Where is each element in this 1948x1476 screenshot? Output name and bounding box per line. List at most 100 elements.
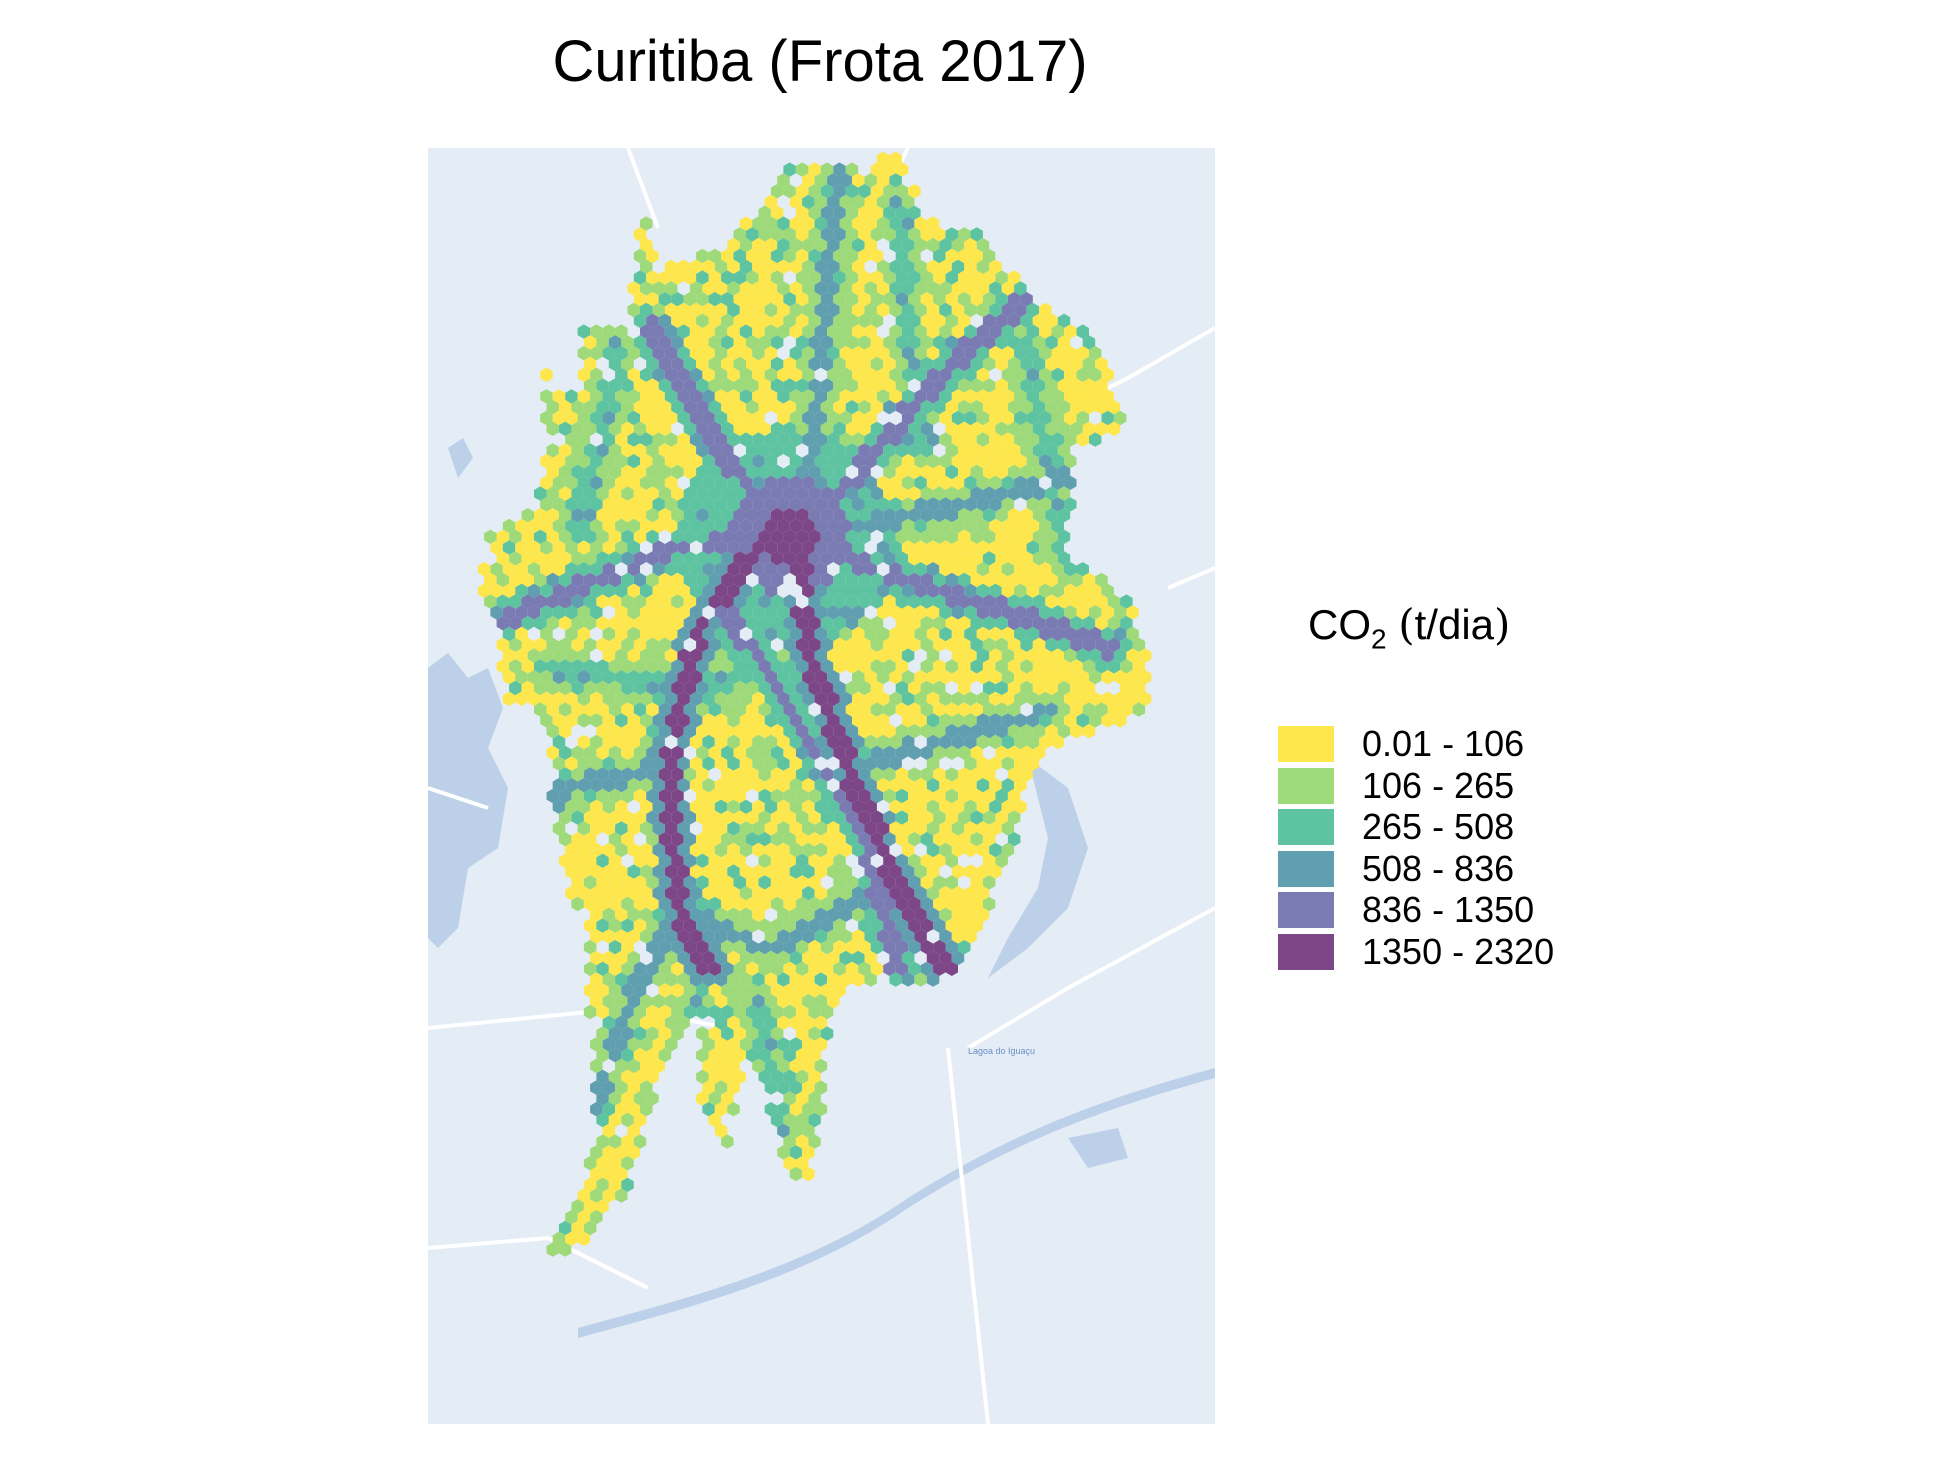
hex-cell	[764, 454, 778, 469]
hex-cell	[746, 594, 759, 609]
hex-cell	[677, 972, 690, 987]
hex-cell	[920, 724, 934, 739]
hex-cell	[758, 292, 771, 307]
hex-cell	[895, 184, 909, 199]
hex-cell	[714, 1015, 728, 1030]
hex-cell	[870, 616, 884, 631]
hex-cell	[802, 691, 815, 706]
hex-cell	[833, 875, 846, 890]
hex-cell	[558, 529, 572, 544]
hex-cell	[833, 637, 846, 652]
hex-cell	[976, 778, 990, 793]
hex-cell	[577, 389, 591, 404]
hex-cell	[621, 702, 634, 717]
hex-cell	[820, 184, 834, 199]
hex-cell	[976, 475, 990, 490]
hex-cell	[995, 356, 1008, 372]
hex-cell	[596, 853, 609, 868]
hex-cell	[1014, 410, 1027, 426]
hex-cell	[852, 648, 865, 663]
hex-cell	[658, 421, 672, 436]
hex-cell	[714, 324, 728, 339]
hex-cell	[515, 626, 528, 642]
hex-cell	[615, 454, 628, 469]
hex-cell	[951, 626, 965, 642]
legend: CO2 (t/dia) 0.01 - 106 106 - 265 265 - 5…	[1278, 600, 1598, 972]
hex-cell	[1138, 670, 1152, 685]
hex-cell	[989, 842, 1002, 858]
hex-cell	[658, 1026, 672, 1041]
hex-cell	[646, 443, 659, 458]
hex-cell	[664, 562, 678, 577]
hex-cell	[908, 940, 921, 955]
hex-cell	[677, 950, 690, 966]
hex-cell	[615, 626, 628, 642]
hex-cell	[733, 1069, 746, 1084]
hex-cell	[621, 616, 634, 631]
hex-cell	[683, 875, 697, 890]
hex-cell	[646, 335, 659, 350]
hex-cell	[746, 400, 759, 415]
hex-cell	[883, 572, 896, 588]
hex-cell	[658, 659, 672, 674]
hex-cell	[1089, 670, 1102, 685]
hex-cell	[708, 1026, 722, 1041]
hex-cell	[820, 918, 834, 933]
hex-cell	[583, 940, 597, 955]
hex-cell	[933, 335, 946, 350]
hex-cell	[858, 205, 871, 220]
hex-cell	[770, 227, 784, 242]
hex-cell	[802, 994, 815, 1009]
hex-cell	[1039, 454, 1052, 469]
hex-cell	[833, 464, 846, 480]
hex-cell	[596, 810, 609, 825]
hex-cell	[864, 713, 877, 728]
hex-cell	[814, 691, 828, 706]
hex-cell	[615, 972, 628, 987]
hex-cell	[783, 810, 796, 825]
hex-cell	[783, 378, 796, 393]
hex-cell	[1057, 616, 1071, 631]
hex-cell	[895, 918, 909, 933]
hex-cell	[777, 1037, 790, 1052]
hex-cell	[883, 464, 896, 480]
hex-cell	[845, 788, 859, 804]
hex-cell	[540, 605, 553, 620]
hex-cell	[752, 972, 765, 987]
hex-cell	[839, 886, 852, 901]
hex-cell	[933, 270, 946, 285]
hex-cell	[820, 1004, 834, 1020]
hex-cell	[839, 626, 852, 642]
hex-cell	[565, 691, 578, 706]
hex-cell	[789, 562, 803, 577]
hex-cell	[833, 335, 846, 350]
hex-cell	[1007, 443, 1021, 458]
hex-cell	[876, 497, 890, 512]
hex-cell	[1045, 400, 1058, 415]
hex-cell	[858, 896, 871, 912]
hex-cell	[752, 281, 765, 296]
hex-cell	[876, 346, 890, 361]
hex-cell	[1026, 626, 1040, 642]
hex-cell	[783, 832, 796, 847]
hex-cell	[1095, 637, 1108, 652]
hex-cell	[1070, 637, 1083, 652]
hex-cell	[839, 713, 852, 728]
hex-cell	[540, 367, 553, 382]
hex-cell	[608, 1048, 622, 1063]
hex-cell	[883, 853, 896, 868]
hex-cell	[739, 216, 753, 231]
hex-cell	[895, 702, 909, 717]
hex-cell	[565, 799, 578, 814]
hex-cell	[908, 616, 921, 631]
hex-cell	[820, 832, 834, 847]
hex-cell	[521, 572, 534, 588]
hex-cell	[565, 605, 578, 620]
hex-cell	[852, 756, 865, 771]
hex-cell	[908, 918, 921, 933]
hex-cell	[571, 832, 584, 847]
hex-cell	[964, 605, 977, 620]
hex-cell	[596, 529, 609, 544]
hex-cell	[995, 400, 1008, 415]
hex-cell	[777, 562, 790, 577]
